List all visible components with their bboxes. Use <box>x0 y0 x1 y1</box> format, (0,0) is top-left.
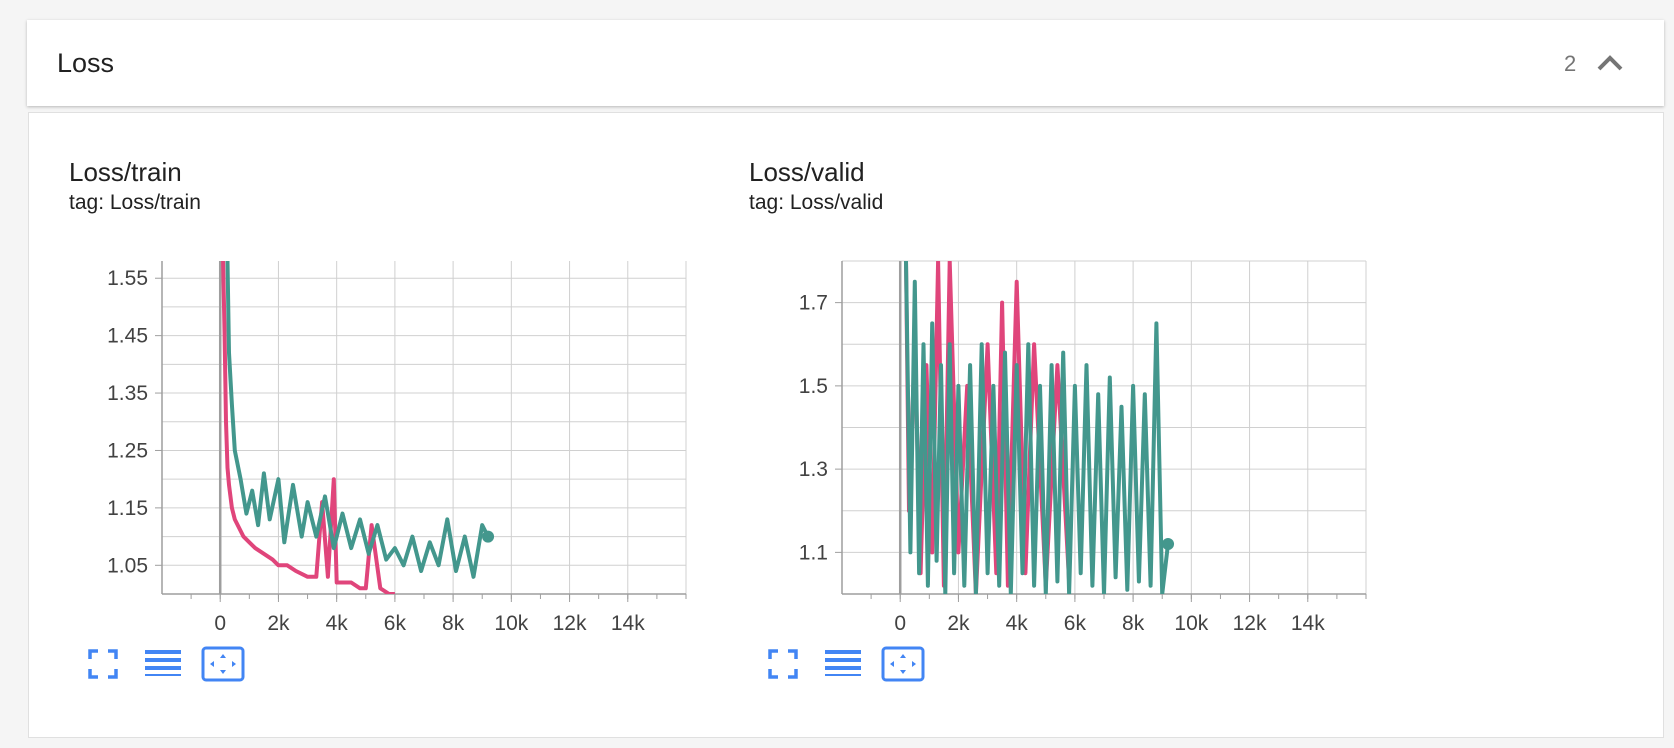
x-tick-label: 4k <box>326 612 349 633</box>
series-end-point <box>1162 538 1175 551</box>
fullscreen-button[interactable] <box>761 645 805 683</box>
section-count: 2 <box>1564 51 1577 76</box>
series-end-point <box>482 530 495 543</box>
x-tick-label: 0 <box>214 612 226 633</box>
x-tick-label: 8k <box>442 612 465 633</box>
series-line-1 <box>904 261 1170 594</box>
x-tick-label: 14k <box>1291 612 1325 633</box>
y-tick-label: 1.5 <box>799 375 828 398</box>
y-tick-label: 1.25 <box>107 439 148 462</box>
log-scale-icon <box>145 650 181 676</box>
log-scale-icon <box>825 650 861 676</box>
x-tick-label: 14k <box>611 612 645 633</box>
line-chart-valid[interactable]: 0 2k 4k 6k 8k 10k 12k 14k 1.1 1.3 1.5 1.7 <box>749 233 1409 633</box>
chart-card-valid: Loss/valid tag: Loss/valid 0 2k 4k 6k 8k 10k 1… <box>749 157 1409 717</box>
section-header: Loss 2 <box>27 20 1664 106</box>
section-panel: Loss/train tag: Loss/train 0 2k 4k 6k 8k 10k 1… <box>28 112 1664 738</box>
fullscreen-icon <box>88 649 118 679</box>
x-tick-label: 12k <box>553 612 587 633</box>
chevron-up-icon <box>1597 55 1623 71</box>
series-line-1 <box>225 261 490 579</box>
x-tick-label: 12k <box>1233 612 1267 633</box>
x-tick-label: 6k <box>1064 612 1087 633</box>
chart-tag: tag: Loss/train <box>69 191 201 214</box>
line-chart-train[interactable]: 0 2k 4k 6k 8k 10k 12k 14k 1.05 1.15 1.25 1.35 1.45 1.… <box>69 233 729 633</box>
y-tick-label: 1.3 <box>799 458 828 481</box>
series-line-0 <box>221 261 395 594</box>
x-tick-label: 10k <box>1174 612 1208 633</box>
fit-domain-button[interactable] <box>881 645 925 683</box>
chart-card-train: Loss/train tag: Loss/train 0 2k 4k 6k 8k 10k 1… <box>69 157 729 717</box>
y-tick-label: 1.05 <box>107 554 148 577</box>
fit-domain-button[interactable] <box>201 645 245 683</box>
log-scale-button[interactable] <box>821 645 865 683</box>
chart-title: Loss/valid <box>749 157 865 187</box>
fit-domain-icon <box>201 646 245 682</box>
x-tick-label: 4k <box>1006 612 1029 633</box>
x-tick-label: 10k <box>494 612 528 633</box>
x-tick-label: 0 <box>894 612 906 633</box>
fullscreen-icon <box>768 649 798 679</box>
x-tick-label: 6k <box>384 612 407 633</box>
y-tick-label: 1.7 <box>799 292 828 315</box>
section-title: Loss <box>57 48 115 78</box>
series-group <box>904 261 1170 594</box>
fullscreen-button[interactable] <box>81 645 125 683</box>
y-tick-label: 1.15 <box>107 497 148 520</box>
fit-domain-icon <box>881 646 925 682</box>
y-tick-label: 1.1 <box>799 541 828 564</box>
series-group <box>221 261 490 594</box>
x-tick-label: 2k <box>947 612 970 633</box>
y-tick-label: 1.55 <box>107 267 148 290</box>
y-tick-label: 1.45 <box>107 325 148 348</box>
y-tick-label: 1.35 <box>107 382 148 405</box>
grid <box>162 261 687 595</box>
x-tick-label: 2k <box>267 612 290 633</box>
log-scale-button[interactable] <box>141 645 185 683</box>
chart-title: Loss/train <box>69 157 182 187</box>
collapse-button[interactable] <box>1590 46 1630 80</box>
x-tick-label: 8k <box>1122 612 1145 633</box>
chart-tag: tag: Loss/valid <box>749 191 884 214</box>
